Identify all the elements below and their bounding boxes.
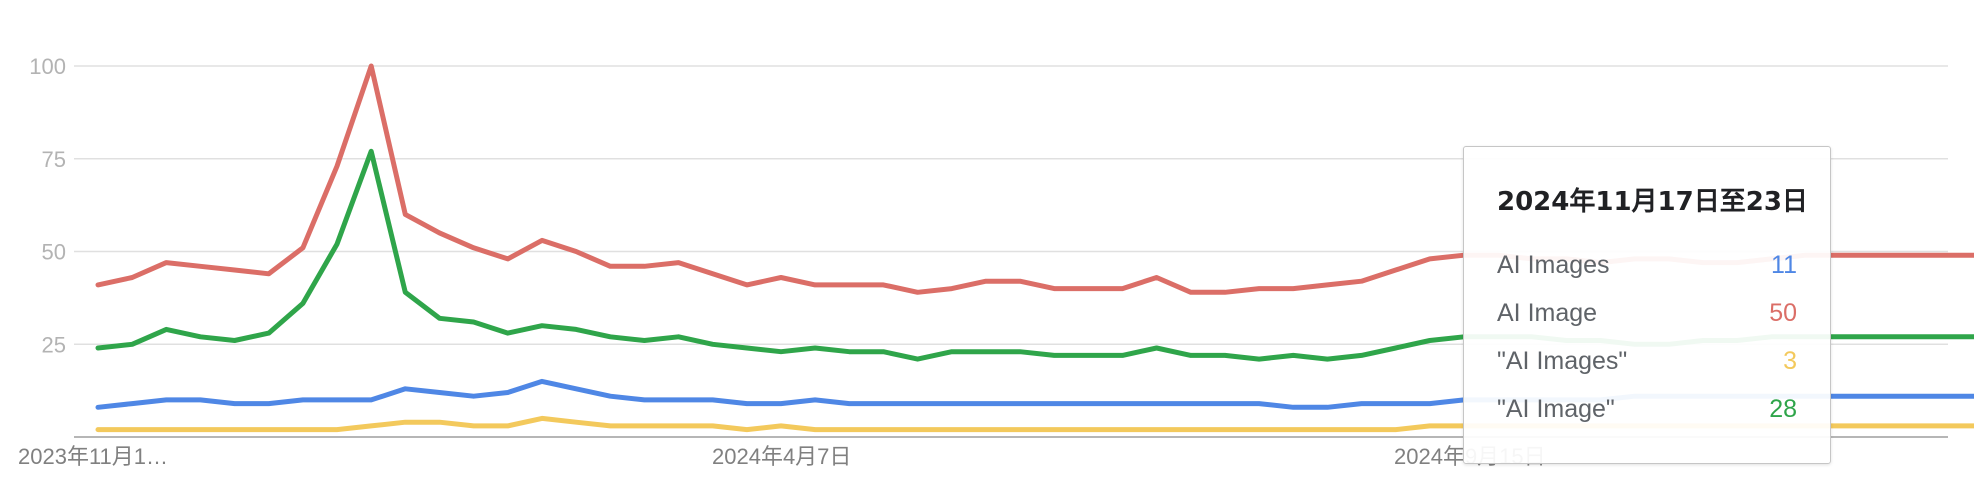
tooltip-date: 2024年11月17日至23日 [1497,187,1808,217]
y-tick-label: 25 [42,332,66,357]
tooltip-row-quoted-ai-image: "AI Image" 28 [1497,395,1797,427]
y-axis-labels: 25 50 75 100 [29,54,66,357]
x-axis-labels: 2023年11月1…2024年4月7日2024年9月15日 [18,444,1546,469]
y-tick-label: 100 [29,54,66,79]
tooltip: 2024年11月17日至23日 AI Images 11 AI Image 50… [1463,146,1831,464]
tooltip-series-name: "AI Image" [1497,395,1615,423]
tooltip-series-name: "AI Images" [1497,347,1628,375]
tooltip-series-name: AI Images [1497,251,1610,279]
tooltip-series-name: AI Image [1497,299,1598,327]
y-tick-label: 50 [42,240,66,265]
tooltip-series-value: 3 [1783,347,1797,375]
tooltip-series-value: 50 [1769,299,1797,327]
tooltip-row-ai-image: AI Image 50 [1497,299,1797,331]
x-tick-label: 2023年11月1… [18,444,168,469]
y-tick-label: 75 [42,147,66,172]
tooltip-row-quoted-ai-images: "AI Images" 3 [1497,347,1797,379]
x-tick-label: 2024年4月7日 [712,444,851,469]
tooltip-series-value: 28 [1769,395,1797,423]
tooltip-series-value: 11 [1771,251,1797,279]
tooltip-row-ai-images: AI Images 11 [1497,251,1797,283]
